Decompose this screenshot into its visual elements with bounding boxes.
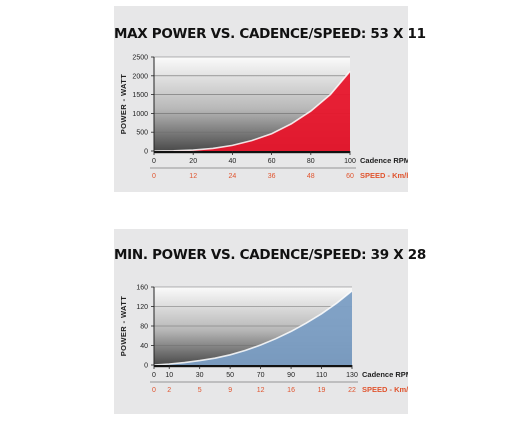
speed-tick-label: 5 (198, 387, 202, 394)
y-axis-label: POWER - WATT (119, 74, 128, 135)
x-tick-label: 90 (287, 372, 295, 379)
speed-tick-label: 12 (257, 387, 265, 394)
speed-tick-label: 2 (167, 387, 171, 394)
x-tick-label: 130 (346, 372, 358, 379)
y-tick-label: 120 (136, 304, 148, 311)
y-tick-label: 40 (140, 343, 148, 350)
power-curve (153, 290, 353, 366)
x-axis-label: Cadence RPM (362, 370, 408, 379)
power-curve (153, 70, 351, 152)
x-tick-label: 60 (268, 158, 276, 165)
speed-tick-label: 24 (229, 173, 237, 180)
chart-title: MAX POWER VS. CADENCE/SPEED: 53 X 11 (114, 26, 426, 42)
x-tick-label: 50 (226, 372, 234, 379)
max-power-chart-panel: MAX POWER VS. CADENCE/SPEED: 53 X 11 0 50… (114, 6, 426, 192)
speed-tick-label: 0 (152, 387, 156, 394)
x-tick-label: 80 (307, 158, 315, 165)
speed-tick-label: 48 (307, 173, 315, 180)
x-tick-label: 100 (344, 158, 356, 165)
x-tick-label: 0 (152, 372, 156, 379)
y-tick-label: 2500 (132, 55, 148, 62)
x-tick-label: 70 (257, 372, 265, 379)
min-power-chart: 0 40 80 120 160 0 10 30 50 70 90 110 130 Cadence RPM 0… (119, 285, 408, 395)
speed-tick-label: 60 (346, 173, 354, 180)
y-tick-label: 500 (136, 130, 148, 137)
speed-tick-label: 0 (152, 173, 156, 180)
x-axis (154, 365, 352, 368)
speed-axis-label: SPEED - Km/h (362, 385, 408, 394)
speed-tick-label: 16 (287, 387, 295, 394)
y-tick-label: 1000 (132, 111, 148, 118)
y-tick-label: 1500 (132, 92, 148, 99)
power-area (154, 71, 350, 151)
speed-tick-label: 36 (268, 173, 276, 180)
y-tick-label: 0 (144, 149, 148, 156)
y-tick-label: 2000 (132, 73, 148, 80)
chart-title: MIN. POWER VS. CADENCE/SPEED: 39 X 28 (114, 247, 426, 263)
x-tick-label: 20 (189, 158, 197, 165)
speed-tick-label: 12 (189, 173, 197, 180)
speed-tick-label: 22 (348, 387, 356, 394)
speed-axis-label: SPEED - Km/h (360, 171, 408, 180)
x-tick-label: 10 (165, 372, 173, 379)
x-axis (154, 151, 350, 154)
x-tick-label: 110 (316, 372, 327, 379)
min-power-chart-panel: MIN. POWER VS. CADENCE/SPEED: 39 X 28 0 4… (114, 229, 426, 414)
x-axis-label: Cadence RPM (360, 156, 408, 165)
speed-tick-label: 19 (318, 387, 326, 394)
speed-tick-label: 9 (228, 387, 232, 394)
max-power-chart: 0 500 1000 1500 2000 2500 0 20 40 60 80 100 Cadence … (119, 55, 408, 181)
y-tick-label: 80 (140, 324, 148, 331)
x-tick-label: 40 (229, 158, 237, 165)
x-tick-label: 30 (196, 372, 204, 379)
y-tick-label: 160 (136, 285, 148, 292)
power-area (154, 290, 352, 365)
x-tick-label: 0 (152, 158, 156, 165)
y-tick-label: 0 (144, 363, 148, 370)
y-axis-label: POWER - WATT (119, 296, 128, 357)
